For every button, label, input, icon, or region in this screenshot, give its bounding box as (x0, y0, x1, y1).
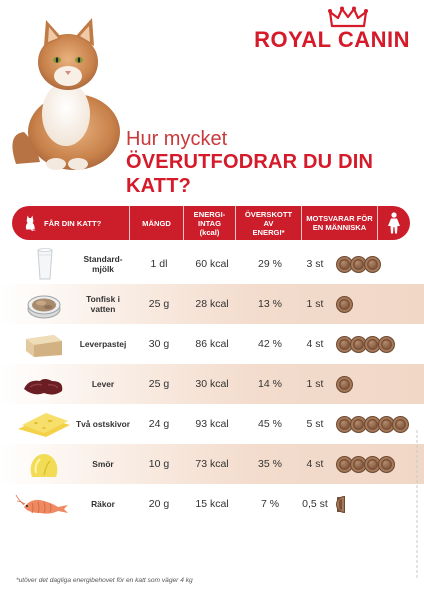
header-amount: MÄNGD (130, 206, 184, 240)
cookie-icons (336, 372, 353, 396)
cookie-icon (364, 255, 381, 273)
amount-value: 24 g (148, 418, 170, 430)
kcal-value: 93 kcal (195, 418, 229, 430)
kcal-value: 28 kcal (195, 298, 229, 310)
brand-wordmark: ROYAL CANIN (254, 27, 410, 52)
table-row: Standard- mjölk 1 dl 60 kcal 29 % 3 st (0, 244, 424, 284)
crown-icon (328, 6, 368, 28)
cookie-icon (392, 415, 409, 433)
kcal-value: 60 kcal (195, 258, 229, 270)
amount-value: 1 dl (150, 258, 168, 270)
header-excess: ÖVERSKOTT AV ENERGI* (236, 206, 302, 240)
kcal-value: 73 kcal (195, 458, 229, 470)
header-energy-label: ENERGI- INTAG (kcal) (193, 209, 226, 237)
cookie-icons (336, 492, 345, 516)
milk-glass-icon (37, 248, 53, 280)
food-name: Leverpastej (79, 339, 127, 349)
header-energy: ENERGI- INTAG (kcal) (184, 206, 236, 240)
header-person (378, 206, 410, 240)
food-name: Standard- mjölk (83, 254, 123, 274)
shrimp-icon (15, 494, 68, 514)
food-table: Standard- mjölk 1 dl 60 kcal 29 % 3 st T… (0, 244, 424, 524)
excess-value: 7 % (260, 498, 280, 510)
cat-icon (25, 215, 36, 231)
footnote: *utöver det dagliga energibehovet för en… (16, 577, 193, 584)
cookie-icon (378, 335, 395, 353)
side-print-marks (416, 430, 418, 580)
cookie-icon (378, 455, 395, 473)
amount-value: 25 g (148, 378, 170, 390)
excess-value: 35 % (258, 458, 282, 470)
header-food-label: FÅR DIN KATT? (44, 218, 102, 228)
cookie-icons (336, 292, 353, 316)
cookie-icons (336, 332, 395, 356)
equivalent-value: 1 st (306, 378, 324, 390)
liver-pate-icon (26, 335, 62, 357)
table-row: Lever 25 g 30 kcal 14 % 1 st (0, 364, 424, 404)
amount-value: 25 g (148, 298, 170, 310)
equivalent-value: 3 st (306, 258, 324, 270)
table-row: Två ostskivor 24 g 93 kcal 45 % 5 st (0, 404, 424, 444)
cookie-icon (336, 375, 353, 393)
excess-value: 14 % (258, 378, 282, 390)
cheese-slices-icon (18, 413, 70, 437)
table-row: Tonfisk i vatten 25 g 28 kcal 13 % 1 st (0, 284, 424, 324)
header-food: FÅR DIN KATT? (12, 206, 130, 240)
table-row: Leverpastej 30 g 86 kcal 42 % 4 st (0, 324, 424, 364)
cookie-icon (336, 295, 353, 313)
header-amount-label: MÄNGD (142, 218, 171, 228)
table-row: Räkor 20 g 15 kcal 7 % 0,5 st (0, 484, 424, 524)
food-name: Smör (92, 459, 114, 469)
table-row: Smör 10 g 73 kcal 35 % 4 st (0, 444, 424, 484)
equivalent-value: 4 st (306, 458, 324, 470)
food-name: Lever (91, 379, 115, 389)
food-name: Två ostskivor (76, 419, 130, 429)
amount-value: 10 g (148, 458, 170, 470)
header-excess-label: ÖVERSKOTT AV ENERGI* (244, 209, 293, 237)
excess-value: 42 % (258, 338, 282, 350)
kcal-value: 30 kcal (195, 378, 229, 390)
excess-value: 13 % (258, 298, 282, 310)
amount-value: 20 g (148, 498, 170, 510)
amount-value: 30 g (148, 338, 170, 350)
headline-line-1: Hur mycket (126, 128, 228, 150)
food-name: Räkor (91, 499, 115, 509)
cookie-icons (336, 412, 409, 436)
liver-icon (24, 379, 63, 395)
equivalent-value: 0,5 st (302, 498, 328, 510)
excess-value: 45 % (258, 418, 282, 430)
table-header: FÅR DIN KATT? MÄNGD ENERGI- INTAG (kcal)… (12, 206, 410, 240)
headline-line-2: ÖVERUTFODRAR DU DIN KATT? (126, 151, 374, 197)
half-cookie-icon (336, 495, 345, 513)
kcal-value: 15 kcal (195, 498, 229, 510)
header-equivalent: MOTSVARAR FÖR EN MÄNNISKA (302, 206, 378, 240)
cat-illustration (12, 18, 120, 170)
excess-value: 29 % (258, 258, 282, 270)
equivalent-value: 1 st (306, 298, 324, 310)
equivalent-value: 5 st (306, 418, 324, 430)
brand-logo: ROYAL CANIN (240, 6, 410, 56)
cookie-icons (336, 452, 395, 476)
headline: Hur mycket ÖVERUTFODRAR DU DIN KATT? (126, 128, 416, 198)
butter-icon (30, 454, 58, 477)
food-name: Tonfisk i vatten (86, 294, 120, 314)
woman-icon (388, 212, 400, 234)
cookie-icons (336, 252, 381, 276)
kcal-value: 86 kcal (195, 338, 229, 350)
header-equivalent-label: MOTSVARAR FÖR EN MÄNNISKA (306, 214, 373, 232)
equivalent-value: 4 st (306, 338, 324, 350)
tuna-can-icon (27, 295, 61, 319)
